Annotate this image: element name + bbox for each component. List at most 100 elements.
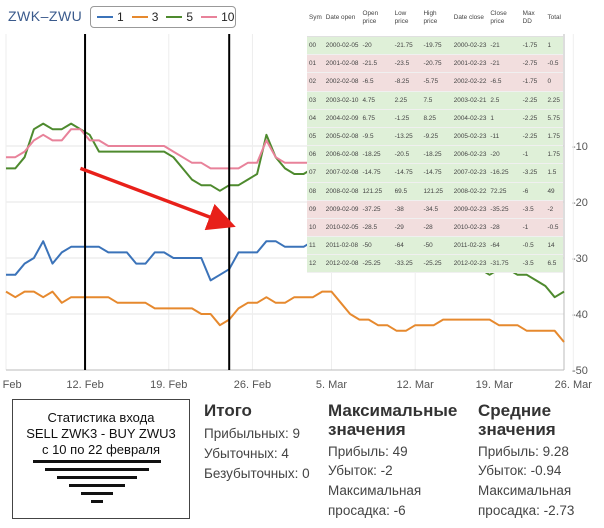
cell-date-close: 2009-02-23: [451, 200, 489, 219]
legend-label-1: 1: [117, 10, 124, 24]
cell-high-price: 121.25: [421, 182, 452, 201]
cell-high-price: -5.75: [421, 72, 452, 92]
cell-close-price: -11: [488, 127, 521, 147]
cell-low-price: -1.25: [392, 109, 422, 128]
cell-date-open: 2000-02-05: [323, 36, 361, 56]
avg-title-1: Средние: [478, 401, 552, 420]
cell-date-open: 2006-02-08: [323, 145, 361, 165]
x-tick-label: 5. Feb: [0, 379, 22, 391]
legend-item-3[interactable]: 3: [131, 10, 158, 24]
y-tick-label: -10: [572, 141, 588, 153]
cell-date-open: 2003-02-10: [323, 91, 361, 110]
cell-total: 5.75: [545, 109, 563, 128]
cell-max-dd: -2.25: [520, 91, 546, 110]
cell-high-price: -9.25: [421, 127, 452, 147]
cell-date-open: 2008-02-08: [323, 182, 361, 201]
x-tick-label: 12. Feb: [66, 379, 103, 391]
cell-date-open: 2011-02-08: [323, 236, 361, 256]
cell-high-price: -18.25: [421, 145, 452, 165]
cell-date-close: 2000-02-23: [451, 36, 489, 56]
cell-low-price: 69.5: [392, 182, 422, 201]
table-row: 01 2001-02-08 -21.5 -23.5 -20.75 2001-02-23 -2…: [307, 54, 563, 74]
cell-high-price: -50: [421, 236, 452, 256]
cell-date-close: 2003-02-21: [451, 91, 489, 110]
legend-item-5[interactable]: 5: [166, 10, 193, 24]
cell-open-price: -25.25: [360, 254, 393, 274]
cell-high-price: -20.75: [421, 54, 452, 74]
table-row: 06 2006-02-08 -18.25 -20.5 -18.25 2006-02-23-…: [307, 145, 563, 165]
cell-max-dd: -3.5: [520, 254, 546, 274]
cell-high-price: -19.75: [421, 36, 452, 56]
x-tick-label: 19. Mar: [476, 379, 514, 391]
legend-label-5: 5: [186, 10, 194, 24]
cell-sym: 07: [307, 163, 324, 183]
x-tick-label: 12. Mar: [397, 379, 435, 391]
cell-sym: 02: [307, 72, 324, 92]
cell-low-price: -23.5: [392, 54, 422, 74]
cell-sym: 10: [307, 218, 324, 238]
totals-losing: Убыточных: 4: [204, 446, 289, 461]
x-tick-label: 19. Feb: [150, 379, 187, 391]
cell-total: 1.75: [545, 127, 563, 147]
avg-dd-label: Максимальная: [478, 483, 572, 498]
cell-max-dd: -3.25: [520, 163, 546, 183]
cell-sym: 00: [307, 36, 324, 56]
cell-low-price: -64: [392, 236, 422, 256]
cell-high-price: -34.5: [421, 200, 452, 219]
x-tick-label: 26. Feb: [234, 379, 271, 391]
header-low-price: Low price: [392, 0, 422, 37]
max-dd-value: просадка: -6: [328, 503, 406, 518]
cell-low-price: 2.25: [392, 91, 422, 110]
cell-open-price: -14.75: [360, 163, 393, 183]
cell-total: 1: [545, 36, 563, 56]
cell-max-dd: -1: [520, 145, 546, 165]
max-loss: Убыток: -2: [328, 463, 393, 478]
y-tick-label: -40: [572, 309, 588, 321]
cell-close-price: -31.75: [488, 254, 521, 274]
y-tick-label: -20: [572, 197, 588, 209]
table-row: 11 2011-02-08 -50 -64 -50 2011-02-23 -64 -0.5 14: [307, 236, 563, 256]
cell-close-price: -35.25: [488, 200, 521, 219]
cell-sym: 06: [307, 145, 324, 165]
cell-close-price: -16.25: [488, 163, 521, 183]
max-profit: Прибыль: 49: [328, 444, 408, 459]
legend-label-10: 10: [221, 10, 235, 24]
cell-open-price: -6.5: [360, 72, 393, 92]
table-row: 08 2008-02-08 121.25 69.5 121.25 2008-02-22 72…: [307, 182, 563, 201]
table-row: 00 2000-02-05 -20 -21.75 -19.75 2000-02-23 -21…: [307, 36, 563, 56]
table-row: 04 2004-02-09 6.75 -1.25 8.25 2004-02-23 1 -2.2…: [307, 109, 563, 128]
cell-date-close: 2006-02-23: [451, 145, 489, 165]
cell-max-dd: -2.25: [520, 127, 546, 147]
stats-panel: Статистика входа SELL ZWK3 - BUY ZWU3 с …: [0, 395, 604, 528]
cell-total: 49: [545, 182, 563, 201]
cell-high-price: 7.5: [421, 91, 452, 110]
x-tick-label: 5. Mar: [316, 379, 348, 391]
legend-item-1[interactable]: 1: [97, 10, 124, 24]
table-body: 00 2000-02-05 -20 -21.75 -19.75 2000-02-23 -21…: [307, 36, 563, 274]
cell-open-price: 6.75: [360, 109, 393, 128]
cell-low-price: -29: [392, 218, 422, 238]
max-title-1: Максимальные: [328, 401, 458, 420]
cell-total: 0: [545, 72, 563, 92]
legend-item-10[interactable]: 10: [201, 10, 234, 24]
cell-total: 1.5: [545, 163, 563, 183]
header-open-price: Open price: [360, 0, 393, 37]
cell-date-open: 2010-02-05: [323, 218, 361, 238]
entry-box: Статистика входа SELL ZWK3 - BUY ZWU3 с …: [12, 399, 190, 519]
cell-sym: 09: [307, 200, 324, 219]
cell-open-price: -20: [360, 36, 393, 56]
cell-open-price: -9.5: [360, 127, 393, 147]
cell-low-price: -14.75: [392, 163, 422, 183]
cell-close-price: -21: [488, 54, 521, 74]
y-tick-label: -50: [572, 365, 588, 377]
cell-total: -0.5: [545, 218, 563, 238]
table-header-row: Sym Date open Open price Low price High …: [307, 0, 563, 37]
totals-profitable: Прибыльных: 9: [204, 426, 301, 441]
header-max-dd: Max DD: [520, 0, 546, 37]
table-row: 03 2003-02-10 4.75 2.25 7.5 2003-02-21 2.5 -2.2…: [307, 91, 563, 110]
totals-breakeven: Безубыточных: 0: [204, 466, 310, 481]
cell-low-price: -21.75: [392, 36, 422, 56]
cell-max-dd: -6: [520, 182, 546, 201]
cell-open-price: -28.5: [360, 218, 393, 238]
